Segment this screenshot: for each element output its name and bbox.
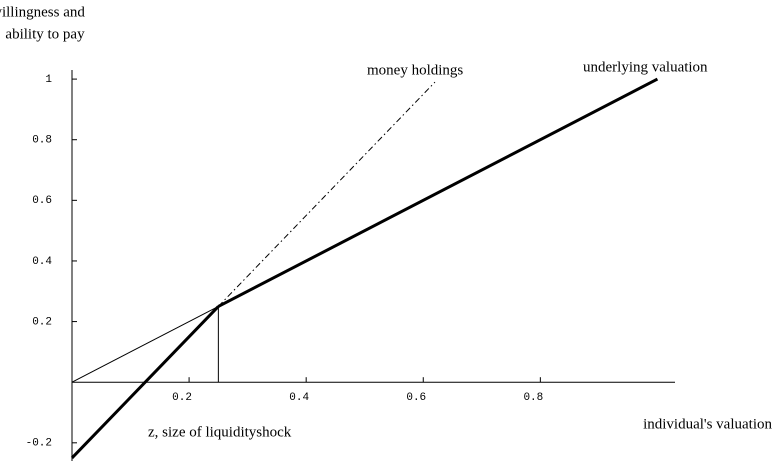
y-tick-label: 0.2 [32, 316, 52, 328]
annotation: z, size of liquidityshock [148, 424, 292, 440]
series-label: underlying valuation [583, 59, 708, 75]
x-tick-label: 0.6 [406, 392, 426, 404]
y-axis-label: willingness and [0, 4, 85, 20]
x-axis-label: individual's valuation [643, 416, 772, 432]
series-label: money holdings [367, 62, 463, 78]
x-tick-label: 0.8 [523, 392, 543, 404]
y-tick-label: 1 [45, 74, 52, 86]
y-tick-label: 0.6 [32, 195, 52, 207]
series-line [70, 305, 220, 460]
x-tick-label: 0.2 [172, 392, 192, 404]
y-axis-label: ability to pay [5, 26, 85, 42]
y-tick-label: 0.8 [32, 135, 52, 147]
x-tick-label: 0.4 [289, 392, 309, 404]
y-tick-label: 0.4 [32, 256, 52, 268]
series-line [71, 305, 219, 383]
series-line [217, 81, 436, 307]
series-line [217, 77, 659, 308]
y-tick-label: -0.2 [26, 438, 52, 450]
